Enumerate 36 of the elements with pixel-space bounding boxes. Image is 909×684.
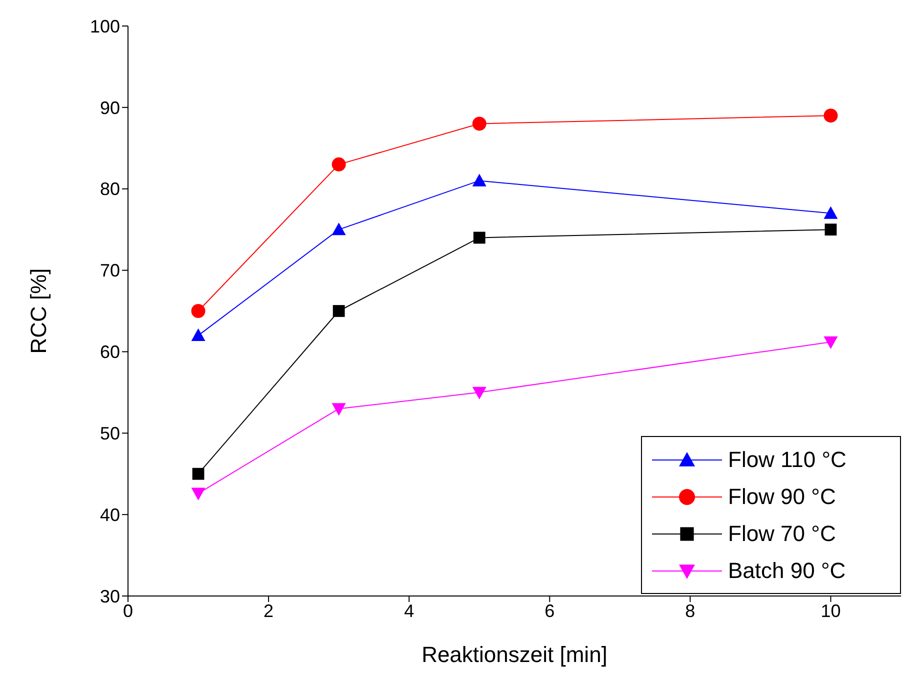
point [191,304,206,318]
point [332,157,346,172]
point [332,403,346,416]
x-tick-label: 10 [820,600,841,621]
y-tick-label: 100 [90,16,120,36]
point [191,328,206,342]
point [191,488,206,500]
point [332,222,346,236]
point [473,232,486,244]
point [824,206,838,219]
x-tick-label: 2 [264,600,274,621]
point [332,305,345,317]
legend-label: Batch 90 °C [728,558,846,584]
y-tick-label: 50 [100,424,120,444]
y-tick-label: 80 [100,179,120,200]
x-tick-label: 6 [544,600,555,621]
point [824,108,838,123]
y-axis-title: RCC [%] [26,268,51,354]
x-tick-label: 8 [685,600,696,621]
legend-label: Flow 110 °C [728,446,846,472]
legend-label: Flow 70 °C [728,520,836,546]
point [192,468,204,480]
x-tick-label: 0 [122,600,134,621]
y-tick-label: 90 [100,98,120,118]
x-tick-label: 4 [404,600,414,621]
y-tick-label: 70 [100,260,120,281]
point [472,116,486,131]
point [472,386,486,400]
legend-label: Flow 90 °C [728,484,836,510]
x-axis-title: Reaktionszeit [min] [422,642,608,667]
point [824,224,837,236]
point [824,336,838,349]
y-tick-label: 30 [100,586,120,606]
y-tick-label: 60 [100,342,120,362]
point [472,174,486,186]
y-tick-label: 40 [100,504,120,525]
